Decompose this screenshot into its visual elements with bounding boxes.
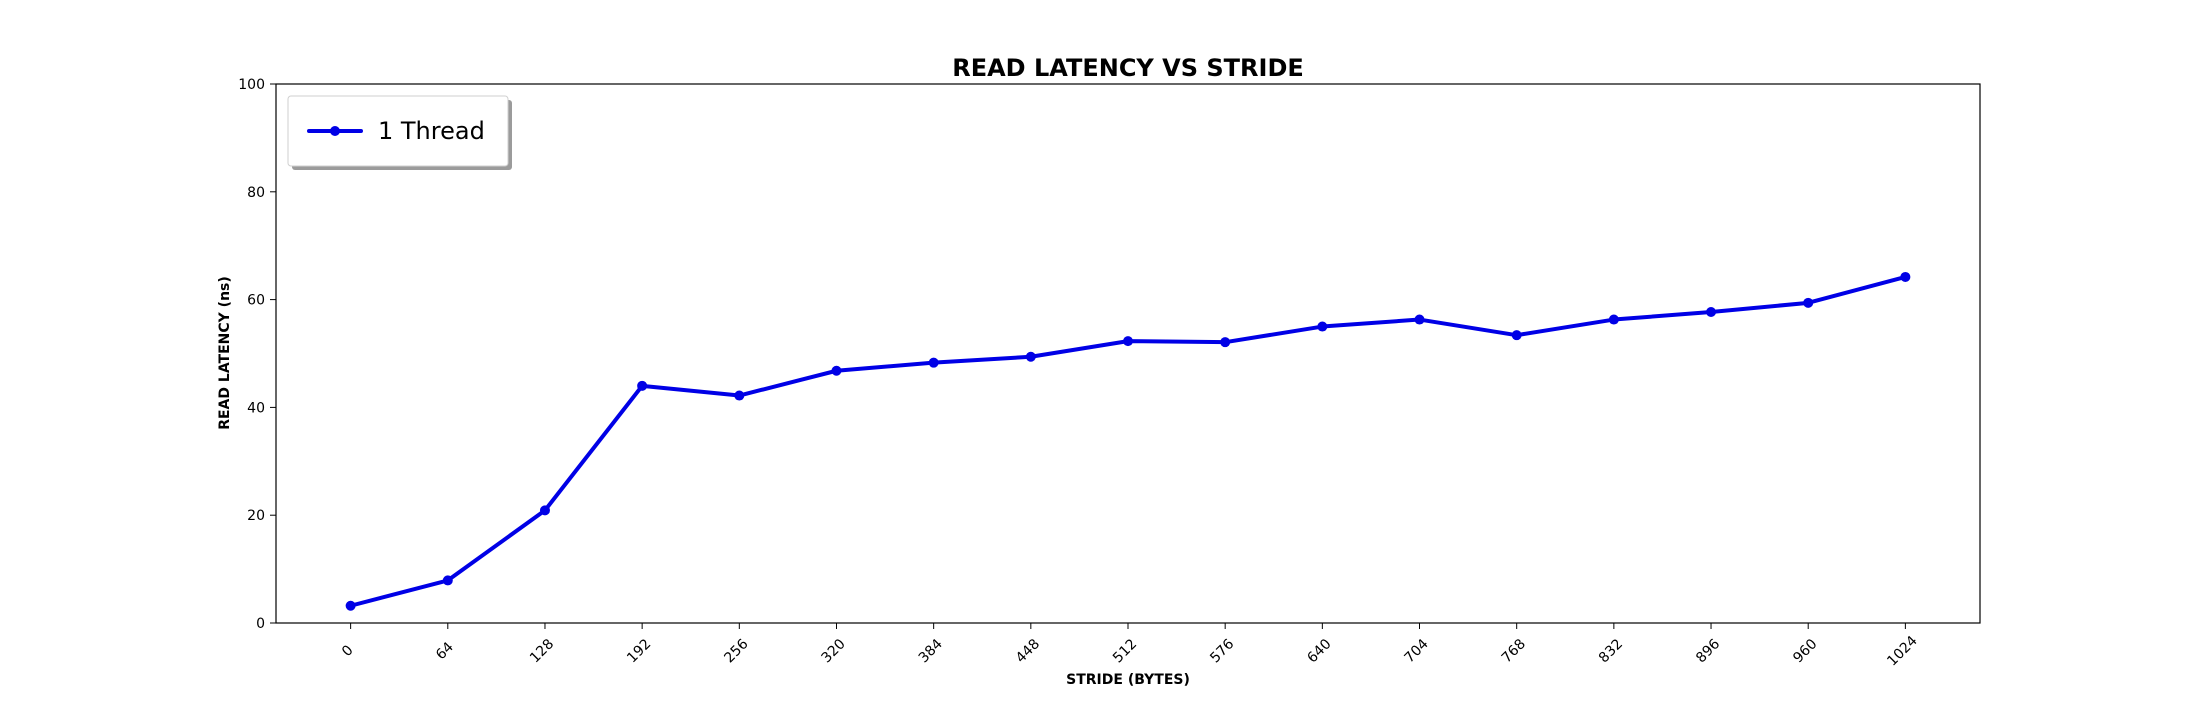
data-point	[1803, 297, 1814, 308]
x-tick-label: 1024	[1884, 633, 1921, 670]
legend: 1 Thread	[287, 95, 512, 170]
data-point	[1706, 306, 1717, 317]
x-tick-label: 640	[1304, 636, 1334, 666]
data-point	[637, 380, 648, 391]
x-tick-label: 320	[819, 636, 849, 666]
x-tick-label: 384	[916, 636, 946, 666]
data-point	[1511, 330, 1522, 341]
x-tick-label: 192	[624, 636, 654, 666]
y-axis-ticks: 0 20 40 60 80 100	[238, 77, 276, 632]
x-tick-label: 256	[721, 636, 751, 666]
data-point	[539, 505, 550, 516]
x-axis-label: STRIDE (BYTES)	[1066, 672, 1190, 688]
data-point	[1900, 271, 1911, 282]
x-tick-label: 960	[1790, 636, 1820, 666]
x-tick-label: 512	[1110, 636, 1140, 666]
series-layer	[345, 271, 1911, 611]
data-point	[345, 600, 356, 611]
data-point	[734, 390, 745, 401]
x-tick-label: 704	[1402, 636, 1432, 666]
data-point	[442, 575, 453, 586]
x-tick-label: 832	[1596, 636, 1626, 666]
data-point	[1317, 321, 1328, 332]
legend-marker-1-thread	[330, 126, 340, 136]
chart-title: READ LATENCY VS STRIDE	[952, 54, 1304, 82]
y-axis-label: READ LATENCY (ns)	[217, 276, 233, 430]
y-tick-label: 100	[238, 77, 265, 93]
x-axis-ticks: 0 64 128 192 256 320 384 448 512 576 640 704 768 832 8…	[339, 623, 1921, 669]
legend-label-1-thread: 1 Thread	[378, 117, 485, 145]
data-point	[1025, 351, 1036, 362]
data-point	[1414, 314, 1425, 325]
y-tick-label: 20	[247, 508, 265, 524]
legend-box	[287, 95, 509, 167]
data-point	[1608, 314, 1619, 325]
x-tick-label: 0	[339, 642, 357, 660]
y-tick-label: 0	[256, 616, 265, 632]
plot-area	[275, 83, 1981, 624]
x-tick-label: 128	[527, 636, 557, 666]
x-tick-label: 576	[1207, 636, 1237, 666]
y-tick-label: 60	[247, 293, 265, 309]
y-tick-label: 80	[247, 185, 265, 201]
x-tick-label: 448	[1013, 636, 1043, 666]
data-point	[928, 357, 939, 368]
y-tick-label: 40	[247, 400, 265, 416]
data-point	[831, 365, 842, 376]
x-tick-label: 896	[1693, 636, 1723, 666]
x-tick-label: 768	[1499, 636, 1529, 666]
data-point	[1220, 337, 1231, 348]
x-tick-label: 64	[433, 639, 457, 663]
data-point	[1123, 336, 1133, 347]
